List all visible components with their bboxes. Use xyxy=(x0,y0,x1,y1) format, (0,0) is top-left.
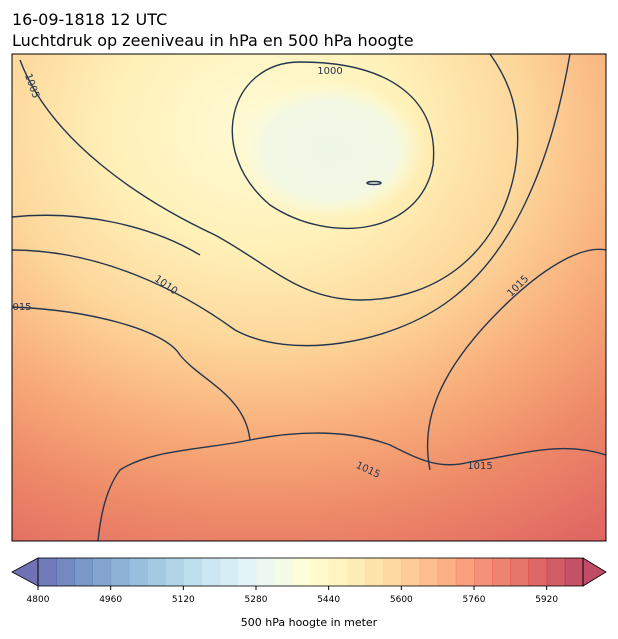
colorbar-tick-label: 5920 xyxy=(535,595,558,605)
colorbar-band xyxy=(328,558,348,586)
colorbar-tick-label: 5120 xyxy=(172,595,195,605)
colorbar-band xyxy=(256,558,275,586)
colorbar-tick-label: 5600 xyxy=(390,595,413,605)
colorbar-band xyxy=(147,558,166,586)
colorbar-band xyxy=(310,558,330,586)
colorbar-band xyxy=(419,558,439,586)
isobar xyxy=(426,248,606,471)
colorbar-band xyxy=(219,558,239,586)
colorbar-band xyxy=(474,558,493,586)
subtitle: Luchtdruk op zeeniveau in hPa en 500 hPa… xyxy=(12,31,414,50)
isobar xyxy=(12,214,201,256)
colorbar-tick-label: 5760 xyxy=(463,595,486,605)
colorbar-band xyxy=(383,558,402,586)
colorbar-band xyxy=(92,558,112,586)
colorbar-frame xyxy=(37,557,584,587)
isobar xyxy=(12,306,251,541)
colorbar-band xyxy=(564,558,584,586)
colorbar-tick-label: 5440 xyxy=(317,595,340,605)
isobar xyxy=(231,61,435,230)
colorbar-band xyxy=(546,558,566,586)
isobar-label: 1015 xyxy=(467,461,492,472)
colorbar-tick-label: 5280 xyxy=(245,595,268,605)
colorbar-extend-low xyxy=(11,557,39,587)
isobar xyxy=(19,54,519,301)
map-frame xyxy=(11,53,607,542)
colorbar-band xyxy=(365,558,384,586)
colorbar-band xyxy=(128,558,148,586)
colorbar-band xyxy=(56,558,75,586)
colorbar-band xyxy=(510,558,529,586)
colorbar-label: 500 hPa hoogte in meter xyxy=(241,616,378,629)
isobar-label: 015 xyxy=(12,302,31,313)
colorbar-band xyxy=(201,558,221,586)
isobar xyxy=(249,432,606,466)
title: 16-09-1818 12 UTC xyxy=(12,10,167,29)
colorbar-band xyxy=(165,558,184,586)
colorbar-band xyxy=(492,558,511,586)
colorbar-band xyxy=(274,558,293,586)
colorbar-band xyxy=(38,558,57,586)
colorbar-band xyxy=(401,558,420,586)
colorbar-band xyxy=(74,558,93,586)
colorbar-tick-label: 4960 xyxy=(99,595,122,605)
colorbar-band xyxy=(528,558,548,586)
isobar-label: 1000 xyxy=(317,66,342,77)
colorbar-band xyxy=(183,558,202,586)
colorbar-extend-high xyxy=(582,557,607,587)
colorbar-band xyxy=(455,558,475,586)
colorbar-band xyxy=(346,558,366,586)
colorbar: 4800 4960 5120 5280 5440 5600 5760 5920 xyxy=(11,557,607,605)
colorbar-band xyxy=(437,558,457,586)
isobar xyxy=(12,54,571,347)
colorbar-band xyxy=(292,558,311,586)
isobar xyxy=(366,180,382,186)
colorbar-tick-label: 4800 xyxy=(27,595,50,605)
map: 1000 1005 1010 015 1015 1015 1015 xyxy=(12,54,606,541)
colorbar-band xyxy=(237,558,257,586)
colorbar-band xyxy=(110,558,130,586)
